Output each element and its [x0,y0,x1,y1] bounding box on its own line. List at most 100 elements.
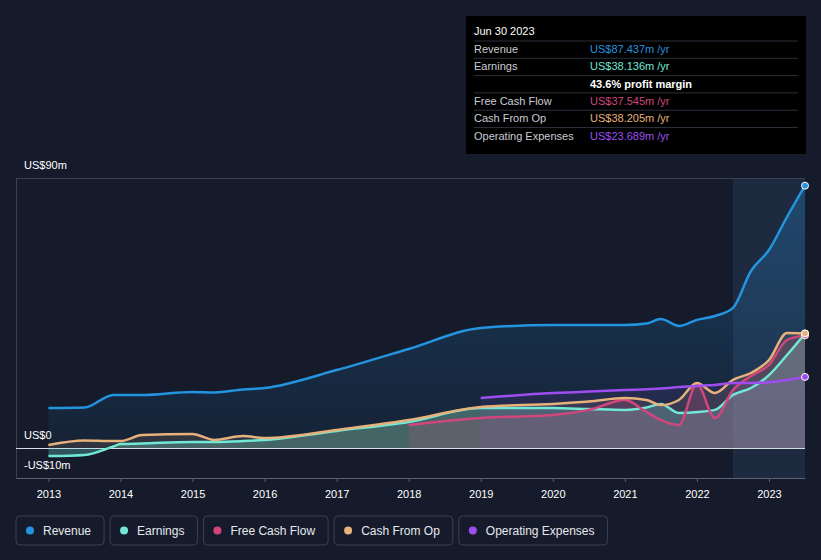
end-point [802,330,809,337]
x-tick-mark [193,478,194,482]
tooltip-value: US$38.136m /yr [590,60,670,72]
legend-item: Cash From Op [334,516,453,545]
x-tick: 2023 [757,478,781,500]
series-area [48,186,805,448]
x-tick-label: 2023 [757,488,781,500]
legend-item: Operating Expenses [459,516,608,545]
tooltip-label: Operating Expenses [474,130,574,142]
tooltip-value: US$37.545m /yr [590,95,670,107]
tooltip-separator [474,41,798,42]
legend-box [459,516,608,545]
x-tick: 2021 [613,478,637,500]
x-tick-mark [481,478,482,482]
x-tick-label: 2015 [181,488,205,500]
legend-label: Cash From Op [361,524,440,538]
grid-line [16,178,805,179]
legend-box [16,516,104,545]
x-tick-label: 2019 [469,488,493,500]
series-line [48,334,805,457]
x-tick-mark [769,478,770,482]
series-line [48,186,805,408]
y-axis-line [16,179,17,479]
legend-item: Revenue [16,516,104,545]
tooltip-title: Jun 30 2023 [474,25,535,37]
tooltip-value: US$38.205m /yr [590,112,670,124]
x-tick-label: 2018 [397,488,421,500]
tooltip-separator [474,58,798,59]
x-tick-mark [553,478,554,482]
background [0,0,821,560]
x-tick: 2016 [253,478,277,500]
x-tick: 2018 [397,478,421,500]
x-axis-line [17,478,806,479]
legend: Revenue Earnings Free Cash Flow Cash From O… [16,516,608,545]
series-line [409,335,805,425]
grid-line [16,478,805,479]
series-line [48,333,805,445]
tooltip-label: Free Cash Flow [474,95,552,107]
x-tick-label: 2017 [325,488,349,500]
end-point [802,373,809,380]
legend-box [334,516,453,545]
x-tick: 2017 [325,478,349,500]
series-area [48,333,805,448]
legend-swatch [344,527,352,535]
tooltip-box [466,16,806,154]
x-tick-mark [625,478,626,482]
legend-label: Earnings [137,524,184,538]
y-tick-label: US$90m [24,159,67,171]
end-point [802,182,809,189]
legend-label: Operating Expenses [486,524,595,538]
series-area [481,377,805,448]
x-tick: 2015 [181,478,205,500]
x-tick-label: 2013 [37,488,61,500]
x-tick-mark [48,478,49,482]
x-tick-label: 2020 [541,488,565,500]
legend-box [203,516,328,545]
legend-swatch [120,527,128,535]
x-tick-label: 2014 [109,488,133,500]
legend-item: Free Cash Flow [203,516,328,545]
tooltip-separator [474,75,798,76]
tooltip-value: US$23.689m /yr [590,130,670,142]
tooltip-label: Earnings [474,60,518,72]
legend-swatch [469,527,477,535]
x-tick-mark [697,478,698,482]
x-tick-mark [337,478,338,482]
series-line [481,377,805,398]
x-tick-mark [265,478,266,482]
x-tick: 2022 [685,478,709,500]
tooltip-value: 43.6% profit margin [590,78,692,90]
legend-item: Earnings [110,516,197,545]
y-tick-label: -US$10m [24,459,70,471]
x-tick: 2014 [109,478,133,500]
x-tick: 2019 [469,478,493,500]
x-tick-label: 2022 [685,488,709,500]
x-tick-label: 2016 [253,488,277,500]
end-point [802,330,809,337]
x-tick-label: 2021 [613,488,637,500]
tooltip-value: US$87.437m /yr [590,43,670,55]
tooltip-label: Revenue [474,43,518,55]
tooltip: Jun 30 2023 Revenue US$87.437m /yr Earnings… [466,16,806,154]
plot-area [48,182,808,456]
legend-swatch [26,527,34,535]
legend-label: Revenue [43,524,91,538]
legend-label: Free Cash Flow [230,524,315,538]
tooltip-separator [474,110,798,111]
legend-box [110,516,197,545]
chart: -US$10mUS$0US$90m20132014201520162017201… [0,0,821,560]
y-axis: -US$10m US$0 US$90m [16,159,805,479]
tooltip-separator [474,92,798,93]
y-tick: -US$10m [16,459,805,479]
x-tick: 2013 [37,478,61,500]
grid-line [16,448,805,449]
tooltip-separator [474,127,798,128]
legend-swatch [213,527,221,535]
x-tick: 2020 [541,478,565,500]
x-axis: 2013 2014 2015 2016 2017 2018 2019 2020 2021 2022… [17,478,806,500]
x-tick-mark [120,478,121,482]
y-tick: US$90m [16,159,805,179]
x-tick-mark [409,478,410,482]
y-tick-label: US$0 [24,429,52,441]
